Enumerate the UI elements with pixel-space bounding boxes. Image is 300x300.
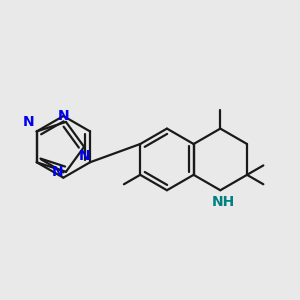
Text: N: N [22, 115, 34, 129]
Text: NH: NH [211, 195, 235, 209]
Text: N: N [52, 165, 63, 179]
Text: N: N [58, 109, 69, 123]
Text: N: N [78, 148, 90, 163]
